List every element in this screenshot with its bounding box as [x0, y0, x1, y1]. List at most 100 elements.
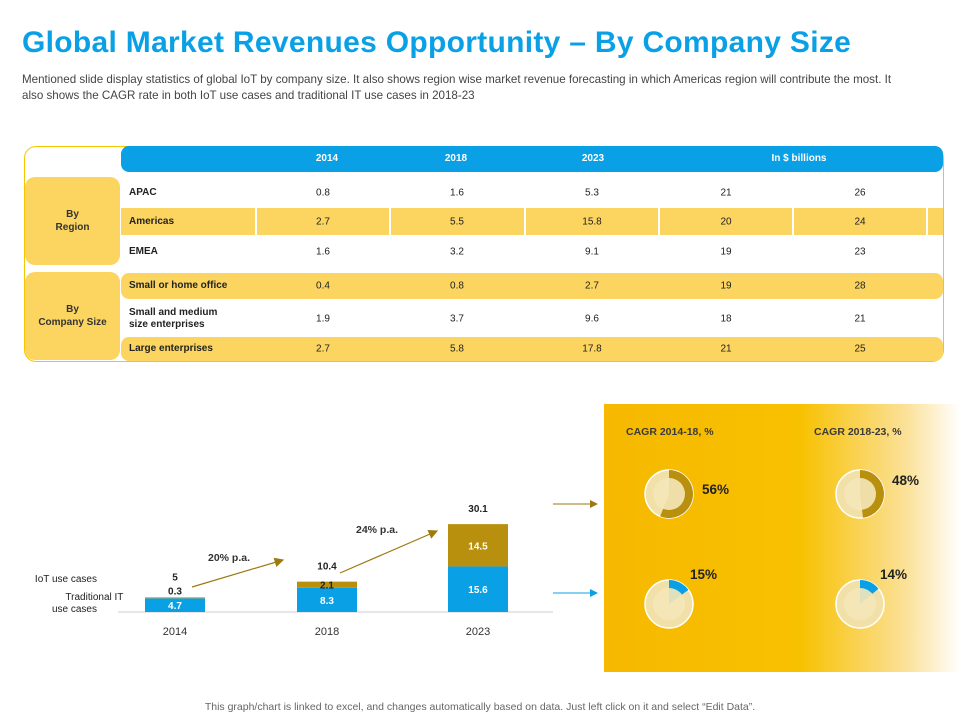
table-row: Small or home office 0.4 0.8 2.7 19 28 — [121, 273, 943, 299]
table-cell: 1.9 — [316, 313, 330, 325]
pie-it-2018-23 — [835, 579, 885, 629]
header-2023: 2023 — [581, 153, 605, 164]
row-label: Small and medium size enterprises — [129, 307, 218, 330]
table-row: Americas 2.7 5.5 15.8 20 24 — [121, 208, 943, 235]
table-cell: 9.6 — [585, 313, 599, 325]
table-cell: 19 — [720, 246, 732, 258]
bar-segment-traditional-it — [448, 566, 508, 612]
group-by-region: By Region — [25, 177, 120, 265]
total-label: 30.1 — [468, 504, 488, 515]
cagr-title-2014-18: CAGR 2014-18, % — [626, 426, 714, 438]
page-subtitle: Mentioned slide display statistics of gl… — [22, 73, 892, 102]
table-cell: 25 — [854, 343, 866, 355]
cagr-label-it-2018-23: 14% — [880, 567, 908, 582]
growth-label-2014-2018: 20% p.a. — [208, 552, 250, 564]
stacked-bar-chart: 4.7 0.3 5 2014 8.3 2.1 10.4 2018 15.6 14.5 30.1 202… — [35, 500, 598, 638]
total-label: 5 — [172, 572, 178, 583]
cagr-label-iot-2014-18: 56% — [702, 482, 730, 497]
table-row: Large enterprises 2.7 5.8 17.8 21 25 — [121, 337, 943, 361]
table-row: EMEA 1.6 3.2 9.1 19 23 — [121, 237, 943, 267]
table-cell: 2.7 — [316, 216, 330, 227]
bar-segment-iot — [145, 597, 205, 599]
x-tick-label: 2014 — [163, 626, 187, 638]
pie-it-2014-18 — [644, 579, 694, 629]
growth-arrow-2018-2023 — [339, 529, 439, 574]
group-by-company-size: By Company Size — [25, 272, 120, 360]
header-2014: 2014 — [315, 153, 339, 164]
table-row: APAC 0.8 1.6 5.3 21 26 — [121, 178, 943, 208]
table-cell: 5.3 — [585, 187, 599, 199]
table-header: 2014 2018 2023 In $ billions — [121, 146, 943, 172]
data-table — [24, 146, 944, 362]
table-cell: 15.8 — [582, 216, 602, 227]
table-cell: 5.5 — [450, 216, 464, 227]
table-cell: 24 — [854, 216, 866, 227]
pie-iot-2014-18 — [644, 469, 694, 519]
table-cell: 3.2 — [450, 246, 464, 258]
cell-divider — [792, 208, 794, 235]
legend-iot: IoT use cases — [35, 574, 97, 585]
growth-arrow-2014-2018 — [191, 557, 285, 588]
table-cell: 20 — [720, 216, 732, 227]
table-cell: 21 — [720, 343, 732, 355]
table-cell: 28 — [854, 280, 866, 292]
growth-label-2018-2023: 24% p.a. — [356, 524, 398, 536]
header-2018: 2018 — [444, 153, 468, 164]
pie-center — [844, 478, 876, 510]
table-cell: 5.8 — [450, 343, 464, 355]
table-cell: 17.8 — [582, 343, 602, 355]
cell-divider — [658, 208, 660, 235]
table-cell: 18 — [720, 313, 732, 325]
value-label-traditional-it: 15.6 — [468, 585, 488, 596]
table-cell: 2.7 — [316, 343, 330, 355]
table-cell: 23 — [854, 246, 866, 258]
cell-divider — [926, 208, 928, 235]
table-cell: 0.4 — [316, 280, 330, 292]
row-label: Large enterprises — [129, 343, 213, 354]
pie-center — [653, 588, 685, 620]
value-label-iot: 0.3 — [168, 586, 182, 597]
value-label-iot: 2.1 — [320, 581, 334, 592]
value-label-iot: 14.5 — [468, 541, 488, 552]
table-cell: 0.8 — [316, 187, 330, 199]
table-cell: 26 — [854, 187, 866, 199]
table-cell: 1.6 — [450, 187, 464, 199]
value-label-traditional-it: 4.7 — [168, 601, 182, 612]
row-label: Small or home office — [129, 280, 228, 291]
pie-iot-2018-23 — [835, 469, 885, 519]
cell-divider — [255, 208, 257, 235]
legend-traditional-it: Traditional IT use cases — [52, 592, 126, 615]
cagr-label-iot-2018-23: 48% — [892, 473, 920, 488]
pie-center — [844, 588, 876, 620]
bar-group: 4.7 0.3 5 2014 8.3 2.1 10.4 2018 15.6 14.5 30.1 202… — [145, 504, 508, 638]
cagr-title-2018-23: CAGR 2018-23, % — [814, 426, 902, 438]
cagr-label-it-2014-18: 15% — [690, 567, 718, 582]
cell-divider — [389, 208, 391, 235]
table-cell: 2.7 — [585, 280, 599, 292]
table-cell: 9.1 — [585, 246, 599, 258]
x-tick-label: 2023 — [466, 626, 490, 638]
page-title: Global Market Revenues Opportunity – By … — [22, 26, 852, 59]
cell-divider — [524, 208, 526, 235]
header-unit: In $ billions — [771, 153, 827, 164]
footnote: This graph/chart is linked to excel, and… — [204, 701, 756, 713]
value-label-traditional-it: 8.3 — [320, 596, 334, 607]
table-cell: 19 — [720, 280, 732, 292]
x-tick-label: 2018 — [315, 626, 339, 638]
bar-segment-traditional-it — [145, 598, 205, 612]
table-row: Small and medium size enterprises 1.9 3.… — [121, 302, 943, 336]
row-label: APAC — [129, 187, 157, 198]
total-label: 10.4 — [317, 562, 337, 573]
table-cell: 3.7 — [450, 313, 464, 325]
row-label: EMEA — [129, 246, 158, 257]
legend-traditional-it-line1: Traditional IT — [65, 592, 123, 603]
row-label: Americas — [129, 215, 175, 227]
bar-segment-traditional-it — [297, 587, 357, 612]
bar-segment-iot — [297, 581, 357, 588]
table-cell: 21 — [854, 313, 866, 325]
bar-segment-iot — [448, 524, 508, 567]
table-cell: 1.6 — [316, 246, 330, 258]
legend-traditional-it-line2: use cases — [52, 604, 97, 615]
table-cell: 0.8 — [450, 280, 464, 292]
